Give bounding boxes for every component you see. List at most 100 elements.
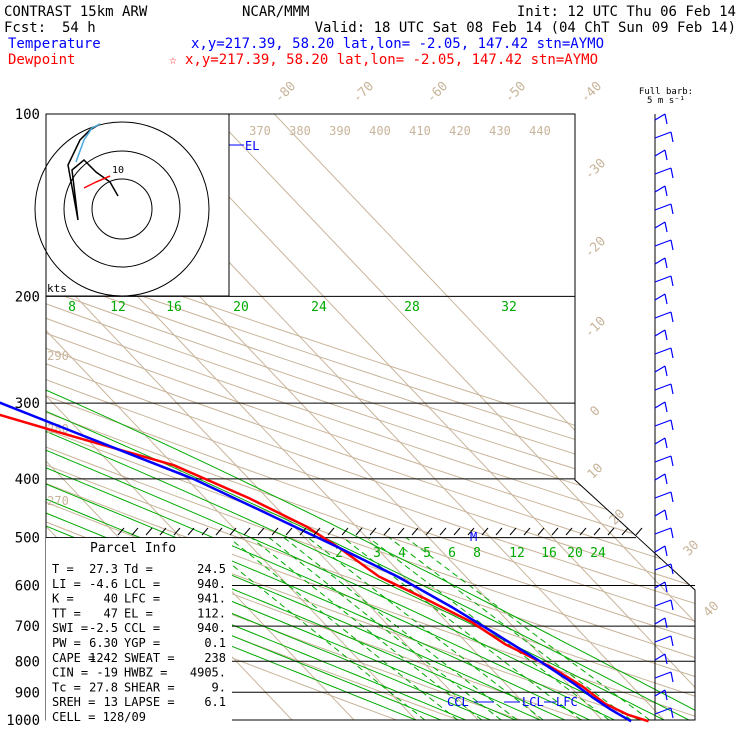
wind-barb <box>654 617 666 625</box>
hatch-mark <box>509 527 517 536</box>
hodograph-ring-20 <box>63 150 181 268</box>
barb-legend-title: Full barb: <box>639 87 693 97</box>
wind-barb-flag <box>670 347 674 359</box>
init-time: Init: 12 UTC Thu 06 Feb 14 <box>517 4 736 20</box>
mixing-ratio-label: 12 <box>110 300 126 315</box>
barb-legend-units: 5 m s⁻¹ <box>647 96 685 106</box>
parcel-value: 940. <box>197 621 226 635</box>
hatch-mark <box>257 527 265 536</box>
mixing-ratio-label: 5 <box>423 546 431 561</box>
hatch-mark <box>425 527 433 536</box>
hodograph-ring-10 <box>91 178 153 240</box>
parcel-value: 6.30 <box>89 636 118 650</box>
wind-barb-flag <box>664 257 668 269</box>
parcel-info-rows: T = 27.3 Td = 24.5 LI = -4.6 LCL = 940. K = 40 LFC… <box>52 562 226 709</box>
parcel-value: 24.5 <box>197 562 226 576</box>
ccl-label: CCL <box>447 695 469 709</box>
parcel-value: -4.6 <box>89 577 118 591</box>
dry-adiabat-line <box>46 114 459 720</box>
hatch-mark <box>523 527 531 536</box>
hatch-mark <box>495 527 503 536</box>
wind-barb-flag <box>664 581 668 593</box>
wind-barb-flag <box>670 419 674 431</box>
parcel-row: PW = <box>52 636 81 650</box>
mixing-ratio-label: 28 <box>404 300 420 315</box>
temperature-profile-line <box>0 413 649 723</box>
mixing-ratio-label: 4 <box>398 546 406 561</box>
mixing-ratio-label: 6 <box>448 546 456 561</box>
parcel-row: YGP = <box>124 636 160 650</box>
hatch-mark <box>215 527 223 536</box>
wind-barb <box>654 689 666 697</box>
pressure-tick-label: 900 <box>15 685 40 701</box>
hatch-mark <box>481 527 489 536</box>
parcel-value: 9. <box>212 680 226 694</box>
theta-label: 270 <box>47 494 69 508</box>
hatch-mark <box>411 527 419 536</box>
hatch-mark <box>229 527 237 536</box>
dry-adiabat-line <box>46 114 695 720</box>
dewpoint-profile-line <box>0 401 632 723</box>
dry-adiabat-line <box>46 114 695 720</box>
pressure-tick-label: 400 <box>15 472 40 488</box>
parcel-row: CIN = <box>52 666 88 680</box>
pressure-tick-label: 200 <box>15 289 40 305</box>
theta-label: 410 <box>409 124 431 138</box>
parcel-value: 13 <box>104 695 118 709</box>
theta-label: 370 <box>249 124 271 138</box>
wind-barb-column: Full barb: 5 m s⁻¹ <box>639 87 693 720</box>
wind-barb <box>654 437 666 445</box>
wind-barb-flag <box>664 329 668 341</box>
isotherm-label: 30 <box>681 538 703 560</box>
dry-adiabat-line <box>46 114 695 720</box>
parcel-value: 112. <box>197 606 226 620</box>
hatch-mark <box>243 527 251 536</box>
wind-barb <box>654 671 672 679</box>
mixing-ratio-line <box>268 537 502 720</box>
lcl-label: LCL <box>522 695 544 709</box>
wind-barb-flag <box>664 185 668 197</box>
parcel-value: 238 <box>204 651 226 665</box>
parcel-value: 27.8 <box>89 680 118 694</box>
dry-adiabat-line <box>46 114 695 720</box>
isotherm-label: -60 <box>424 79 451 106</box>
hatch-mark <box>117 527 125 536</box>
forecast-hour: 54 h <box>62 20 96 36</box>
hatch-mark <box>383 527 391 536</box>
wind-barb-flag <box>664 149 668 161</box>
parcel-row: CAPE = <box>52 651 95 665</box>
hodograph-unit-label: kts <box>47 282 67 295</box>
parcel-row: LFC = <box>124 592 160 606</box>
wind-barb <box>654 131 672 139</box>
mixing-ratio-label: 2 <box>335 546 343 561</box>
wind-barb <box>654 113 666 121</box>
wind-barb <box>654 581 666 589</box>
hatch-mark <box>145 527 153 536</box>
hatch-mark <box>467 527 475 536</box>
wind-barb <box>654 491 672 499</box>
parcel-row: SHEAR = <box>124 680 175 694</box>
wind-barb <box>654 311 672 319</box>
hodograph-storm-motion <box>83 175 111 189</box>
dewpoint-station-info: x,y=217.39, 58.20 lat,lon= -2.05, 147.42… <box>185 52 598 68</box>
wind-barb-flag <box>670 707 674 719</box>
dry-adiabat-line <box>46 114 695 720</box>
parcel-value: -2.5 <box>89 621 118 635</box>
hatch-mark <box>579 527 587 536</box>
parcel-value: 6.1 <box>204 695 226 709</box>
parcel-value: 27.3 <box>89 562 118 576</box>
parcel-value: 1242 <box>89 651 118 665</box>
temperature-station-info: x,y=217.39, 58.20 lat,lon= -2.05, 147.42… <box>191 36 604 52</box>
dry-adiabat-line <box>46 114 695 720</box>
dry-adiabat-line <box>46 114 695 720</box>
wind-barb <box>654 635 672 643</box>
wind-barb <box>654 455 672 463</box>
isotherm-label: -40 <box>578 79 605 106</box>
wind-barb-flag <box>670 635 674 647</box>
parcel-info-background <box>46 538 232 726</box>
mixing-ratio-label: 8 <box>473 546 481 561</box>
hatch-mark <box>341 527 349 536</box>
hatch-mark <box>131 527 139 536</box>
parcel-value: 941. <box>197 592 226 606</box>
parcel-value: 0.1 <box>204 636 226 650</box>
